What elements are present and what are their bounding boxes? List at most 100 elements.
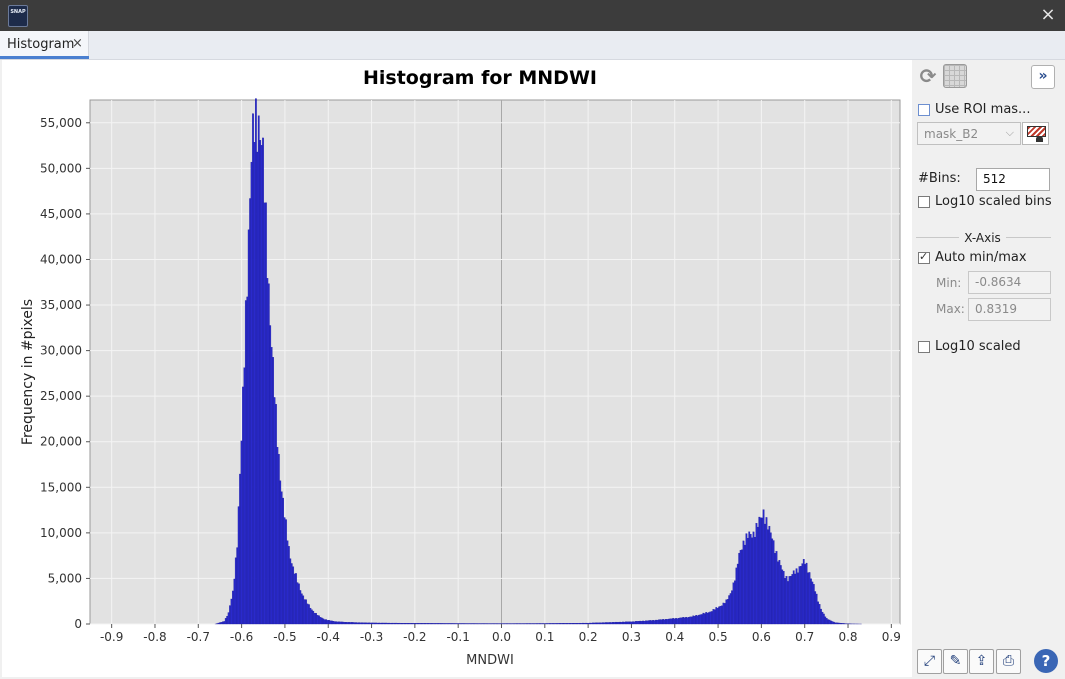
histogram-bar <box>298 583 300 625</box>
histogram-bar <box>441 623 444 625</box>
use-roi-mask-checkbox[interactable] <box>918 104 930 116</box>
bins-input[interactable]: 512 <box>976 168 1050 191</box>
min-input[interactable]: -0.8634 <box>968 271 1051 294</box>
histogram-bar <box>398 622 401 625</box>
histogram-bar <box>616 621 619 625</box>
histogram-bar <box>607 622 610 625</box>
histogram-bar <box>263 202 266 625</box>
histogram-bar <box>649 620 652 625</box>
print-icon[interactable]: ⎙ <box>996 649 1021 674</box>
histogram-bar <box>273 397 276 625</box>
app-icon-label: SNAP <box>10 9 26 15</box>
histogram-bar <box>355 622 358 625</box>
y-tick-label: 40,000 <box>40 252 82 266</box>
histogram-bar <box>236 547 239 625</box>
log10-bins-checkbox[interactable] <box>918 196 930 208</box>
histogram-bar <box>632 621 634 625</box>
histogram-bar <box>722 602 725 625</box>
histogram-bar <box>672 618 675 625</box>
tab-close-icon[interactable]: × <box>72 36 83 51</box>
help-icon[interactable]: ? <box>1034 649 1058 673</box>
histogram-bar <box>732 582 735 625</box>
histogram-bar <box>734 580 736 625</box>
histogram-bar <box>576 623 579 625</box>
export-icon[interactable]: ⇪ <box>969 649 994 674</box>
histogram-bar <box>596 622 599 625</box>
histogram-bar <box>668 618 670 625</box>
y-tick-label: 0 <box>74 617 82 631</box>
histogram-bar <box>633 621 636 625</box>
histogram-bar <box>536 623 538 625</box>
grid-toggle-icon[interactable] <box>943 64 967 88</box>
histogram-bar <box>475 623 478 625</box>
histogram-bar <box>445 623 448 625</box>
histogram-bar <box>361 622 363 625</box>
histogram-bar <box>735 567 738 625</box>
histogram-bar <box>797 572 799 625</box>
histogram-bar <box>560 623 563 625</box>
histogram-bar <box>767 529 769 625</box>
histogram-bar <box>253 142 256 625</box>
histogram-bar <box>807 572 809 625</box>
histogram-bar <box>843 623 845 625</box>
histogram-bar <box>401 623 404 625</box>
histogram-bar <box>745 533 748 625</box>
histogram-bar <box>731 590 733 625</box>
tab-histogram[interactable]: Histogram × <box>0 31 89 59</box>
histogram-bar <box>359 622 362 625</box>
histogram-bar <box>570 623 573 625</box>
histogram-bar <box>600 622 603 625</box>
histogram-bar <box>615 621 617 625</box>
histogram-bar <box>567 623 570 625</box>
histogram-bar <box>527 623 530 625</box>
chart-title: Histogram for MNDWI <box>363 67 597 89</box>
x-tick-label: 0.8 <box>838 630 857 644</box>
y-tick-label: 30,000 <box>40 344 82 358</box>
histogram-bar <box>716 607 719 625</box>
max-input[interactable]: 0.8319 <box>968 298 1051 321</box>
log10-scaled-checkbox[interactable] <box>918 341 930 353</box>
histogram-bar <box>462 623 465 625</box>
min-label: Min: <box>936 276 962 290</box>
histogram-bar <box>242 386 244 625</box>
zoom-all-icon[interactable]: ⤢ <box>917 649 942 674</box>
histogram-bar <box>626 621 629 625</box>
histogram-bar <box>726 599 729 625</box>
edit-icon[interactable]: ✎ <box>943 649 968 674</box>
histogram-bar <box>415 623 418 625</box>
histogram-bar <box>769 532 772 625</box>
histogram-bar <box>748 531 751 625</box>
histogram-bar <box>343 622 346 625</box>
histogram-bar <box>306 603 309 625</box>
histogram-bar <box>277 454 280 625</box>
histogram-bar <box>325 619 328 625</box>
histogram-bar <box>290 563 293 625</box>
histogram-bar <box>232 590 234 625</box>
histogram-bar <box>531 623 534 625</box>
close-window-icon[interactable]: × <box>1040 4 1056 25</box>
use-roi-mask-label: Use ROI mas... <box>935 102 1031 117</box>
histogram-bar <box>794 573 797 625</box>
histogram-bar <box>715 607 718 625</box>
histogram-bar <box>645 620 647 625</box>
histogram-bar <box>801 563 804 625</box>
histogram-bar <box>702 612 705 625</box>
auto-minmax-checkbox[interactable] <box>918 250 930 264</box>
x-tick-label: -0.9 <box>100 630 123 644</box>
x-tick-label: 0.3 <box>622 630 641 644</box>
mask-select[interactable]: mask_B2 ⌵ <box>917 122 1021 145</box>
histogram-bar <box>602 622 604 625</box>
histogram-bar <box>471 623 474 625</box>
histogram-bar <box>805 562 808 625</box>
histogram-bar <box>385 622 388 625</box>
histogram-bar <box>528 623 531 625</box>
histogram-bar <box>547 623 550 625</box>
histogram-bar <box>708 612 710 625</box>
histogram-bar <box>563 623 566 625</box>
expand-panel-button[interactable]: » <box>1031 65 1055 89</box>
mask-manager-button[interactable] <box>1022 122 1049 145</box>
histogram-bar <box>302 595 305 625</box>
histogram-chart: -0.9 -0.8 -0.7 -0.6 -0.5 -0.4 -0.3 -0.2 -0.1 0.0 0… <box>20 67 901 668</box>
refresh-icon[interactable]: ⟳ <box>919 64 937 88</box>
histogram-bar <box>822 613 825 625</box>
